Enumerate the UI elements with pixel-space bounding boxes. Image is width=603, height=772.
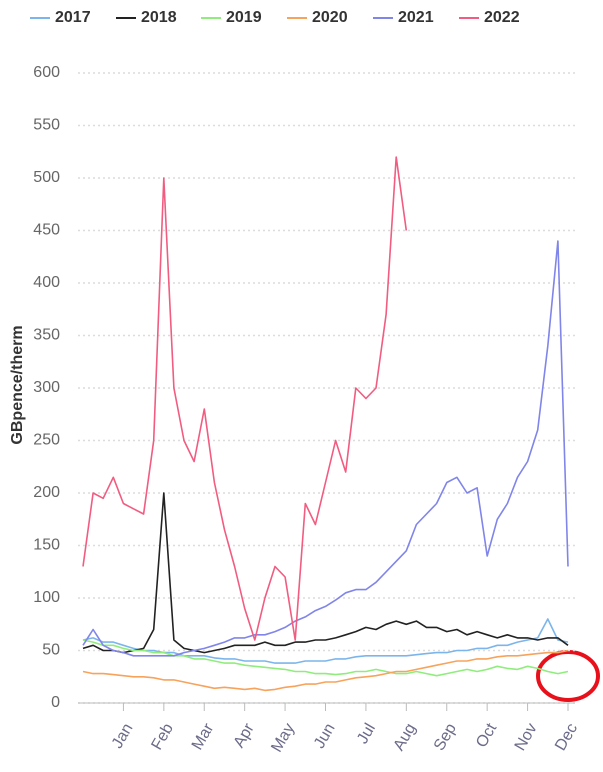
x-tick-label: Sep bbox=[431, 721, 460, 754]
x-tick-label: Aug bbox=[390, 721, 419, 754]
y-tick-label: 100 bbox=[33, 589, 60, 606]
y-axis-label: GBpence/therm bbox=[9, 325, 26, 444]
y-tick-label: 550 bbox=[33, 117, 60, 134]
x-tick-label: Mar bbox=[189, 720, 218, 753]
legend-label: 2020 bbox=[312, 9, 348, 26]
x-tick-label: Dec bbox=[552, 721, 581, 754]
y-tick-label: 400 bbox=[33, 274, 60, 291]
y-tick-label: 150 bbox=[33, 537, 60, 554]
series-line bbox=[82, 639, 569, 677]
y-tick-label: 450 bbox=[33, 222, 60, 239]
x-tick-label: May bbox=[268, 721, 298, 756]
series-line bbox=[82, 156, 408, 641]
x-tick-label: Jul bbox=[354, 721, 379, 747]
y-tick-label: 200 bbox=[33, 484, 60, 501]
y-tick-label: 50 bbox=[42, 642, 60, 659]
y-tick-label: 350 bbox=[33, 327, 60, 344]
x-tick-label: Jan bbox=[109, 721, 137, 752]
y-tick-label: 300 bbox=[33, 379, 60, 396]
x-tick-label: Feb bbox=[148, 721, 177, 753]
y-tick-label: 0 bbox=[51, 694, 60, 711]
legend-label: 2019 bbox=[226, 9, 262, 26]
legend-label: 2017 bbox=[55, 9, 91, 26]
series-line bbox=[82, 492, 569, 654]
series-line bbox=[82, 649, 569, 692]
x-tick-label: Jun bbox=[311, 721, 339, 752]
x-tick-label: Apr bbox=[231, 720, 259, 751]
x-tick-label: Nov bbox=[512, 721, 541, 754]
legend-label: 2022 bbox=[484, 9, 520, 26]
legend-label: 2021 bbox=[398, 9, 434, 26]
y-tick-label: 600 bbox=[33, 64, 60, 81]
x-tick-label: Oct bbox=[473, 720, 500, 751]
legend-label: 2018 bbox=[141, 9, 177, 26]
y-tick-label: 500 bbox=[33, 169, 60, 186]
y-tick-label: 250 bbox=[33, 432, 60, 449]
hand-drawn-circle bbox=[536, 650, 600, 702]
series-line bbox=[82, 240, 569, 657]
